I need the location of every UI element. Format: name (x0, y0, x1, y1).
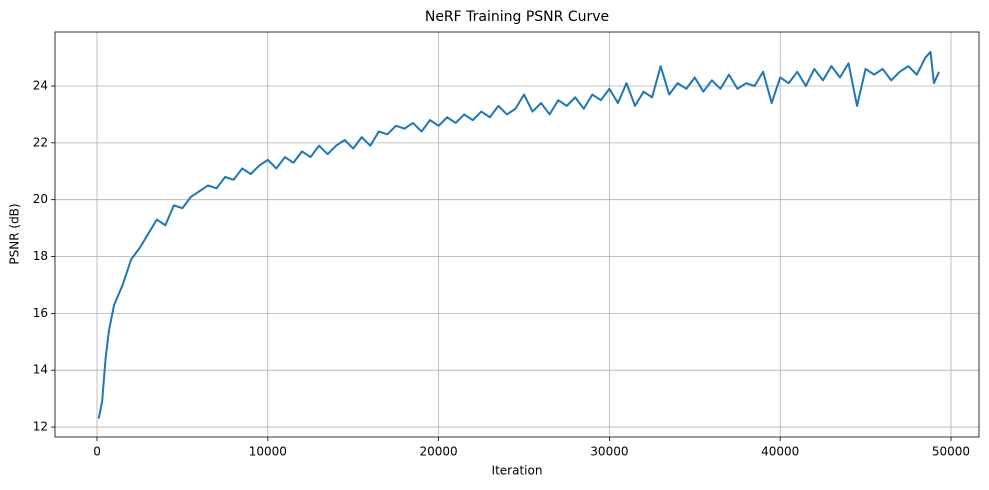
y-axis-label: PSNR (dB) (8, 203, 22, 264)
y-tick-label: 20 (33, 192, 48, 206)
data-line (97, 50, 940, 419)
x-axis-label: Iteration (492, 464, 543, 478)
x-tick-label: 10000 (249, 445, 287, 459)
y-tick-label: 12 (33, 420, 48, 434)
chart-title: NeRF Training PSNR Curve (425, 9, 609, 25)
y-tick-label: 24 (33, 79, 48, 93)
plot-frame (54, 31, 980, 438)
x-tick-label: 20000 (420, 445, 458, 459)
x-tick-label: 50000 (932, 445, 970, 459)
y-tick-label: 14 (33, 363, 48, 377)
x-tick-label: 0 (93, 445, 101, 459)
y-tick-label: 18 (33, 249, 48, 263)
x-tick-label: 40000 (761, 445, 799, 459)
y-tick-label: 22 (33, 135, 48, 149)
y-tick-label: 16 (33, 306, 48, 320)
x-tick-label: 30000 (590, 445, 628, 459)
